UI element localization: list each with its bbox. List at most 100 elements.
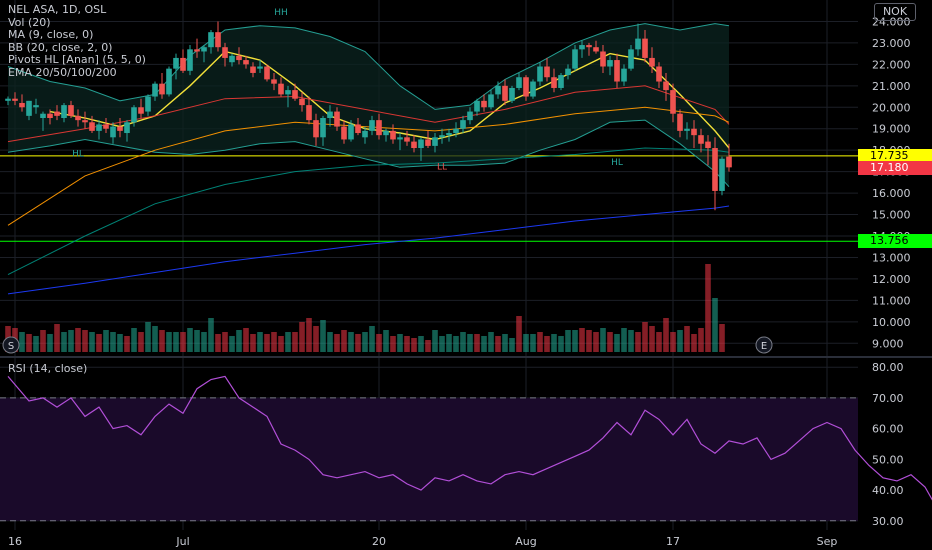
rsi-axis[interactable]: 30.00 40.00 50.00 60.00 70.00 80.00 — [872, 361, 904, 528]
candle-body — [635, 38, 641, 50]
volume-bar — [117, 334, 123, 352]
volume-bar — [719, 324, 725, 352]
time-axis[interactable]: 16Jul20Aug17Sep15Oct — [8, 535, 932, 548]
volume-bar — [82, 330, 88, 352]
indicator-line — [7, 205, 730, 295]
candle-body — [124, 122, 130, 134]
candle-body — [47, 113, 53, 118]
volume-bar — [236, 330, 242, 352]
indicator-ma[interactable]: MA (9, close, 0) — [8, 28, 94, 42]
volume-bar — [103, 330, 109, 352]
volume-bar — [215, 334, 221, 352]
indicator-ema[interactable]: EMA 20/50/100/200 — [8, 65, 117, 79]
candle-body — [425, 139, 431, 146]
price-tick-label: 24.000 — [872, 15, 911, 28]
volume-bar — [334, 334, 340, 352]
pivot-label: LL — [437, 162, 447, 172]
candle-body — [705, 141, 711, 149]
volume-bar — [278, 336, 284, 352]
volume-bar — [607, 332, 613, 352]
candle-body — [306, 105, 312, 121]
volume-bar — [446, 334, 452, 352]
price-tick-label: 11.000 — [872, 294, 911, 307]
time-tick-label: 17 — [666, 535, 680, 548]
candle-body — [145, 96, 151, 112]
indicator-line — [7, 85, 730, 143]
price-tick-label: 23.000 — [872, 37, 911, 50]
volume-bar — [705, 264, 711, 352]
indicator-line — [7, 147, 730, 276]
candle-body — [600, 51, 606, 67]
rsi-tick-label: 40.00 — [872, 484, 904, 497]
price-axis[interactable]: 9.00010.00011.00012.00013.00014.00015.00… — [858, 0, 932, 355]
volume-bar — [180, 332, 186, 352]
price-tick-label: 15.000 — [872, 209, 911, 222]
rsi-title[interactable]: RSI (14, close) — [8, 362, 88, 375]
price-tick-label: 13.000 — [872, 251, 911, 264]
time-tick-label: Aug — [515, 535, 536, 548]
candle-body — [229, 55, 235, 63]
candle-body — [292, 90, 298, 99]
candle-body — [278, 83, 284, 95]
candle-body — [502, 85, 508, 101]
rsi-band-fill — [0, 397, 858, 521]
volume-bar — [47, 334, 53, 352]
candle-body — [222, 47, 228, 58]
candle-body — [110, 126, 116, 138]
candle-body — [355, 124, 361, 134]
volume-bar — [194, 330, 200, 352]
candle-body — [348, 124, 354, 140]
candle-body — [166, 68, 172, 95]
indicator-bb[interactable]: BB (20, close, 2, 0) — [8, 40, 113, 54]
candle-body — [362, 130, 368, 138]
candle-body — [551, 77, 557, 88]
rsi-line — [7, 375, 932, 501]
candle-body — [544, 66, 550, 78]
volume-bar — [138, 332, 144, 352]
volume-bar — [201, 332, 207, 352]
volume-bar — [257, 332, 263, 352]
candle-body — [327, 111, 333, 118]
volume-bar — [579, 328, 585, 352]
price-tick-label: 19.000 — [872, 123, 911, 136]
candle-body — [61, 105, 67, 118]
volume-bar — [502, 334, 508, 352]
volume-bar — [670, 332, 676, 352]
time-tick-label: Jul — [175, 535, 189, 548]
volume-bar — [691, 334, 697, 352]
candle-body — [5, 98, 11, 101]
marker-label: E — [761, 341, 767, 352]
currency-button[interactable]: NOK — [874, 3, 916, 21]
indicator-volume[interactable]: Vol (20) — [8, 15, 51, 29]
volume-bar — [397, 334, 403, 352]
candle-body — [726, 156, 732, 168]
volume-bar — [208, 318, 214, 352]
indicator-pivots[interactable]: Pivots HL [Anan] (5, 5, 0) — [8, 53, 146, 67]
volume-bar — [558, 336, 564, 352]
volume-bar — [663, 318, 669, 352]
candle-body — [376, 120, 382, 136]
candle-body — [495, 85, 501, 95]
volume-bar — [551, 334, 557, 352]
candle-body — [418, 139, 424, 149]
volume-bar — [271, 332, 277, 352]
volume-bar — [677, 330, 683, 352]
volume-bar — [425, 340, 431, 352]
volume-bar — [110, 332, 116, 352]
rsi-tick-label: 70.00 — [872, 392, 904, 405]
candle-body — [523, 77, 529, 97]
indicator-line — [7, 23, 730, 110]
candle-body — [138, 107, 144, 114]
volume-bar — [649, 326, 655, 352]
candle-body — [411, 141, 417, 149]
price-tick-label: 16.000 — [872, 187, 911, 200]
indicator-line — [7, 106, 730, 226]
pivot-label: HL — [72, 150, 84, 160]
marker-label: S — [8, 341, 14, 352]
candle-body — [565, 68, 571, 76]
candle-body — [663, 81, 669, 91]
candle-body — [712, 148, 718, 191]
candle-body — [453, 128, 459, 134]
candle-body — [404, 137, 410, 142]
